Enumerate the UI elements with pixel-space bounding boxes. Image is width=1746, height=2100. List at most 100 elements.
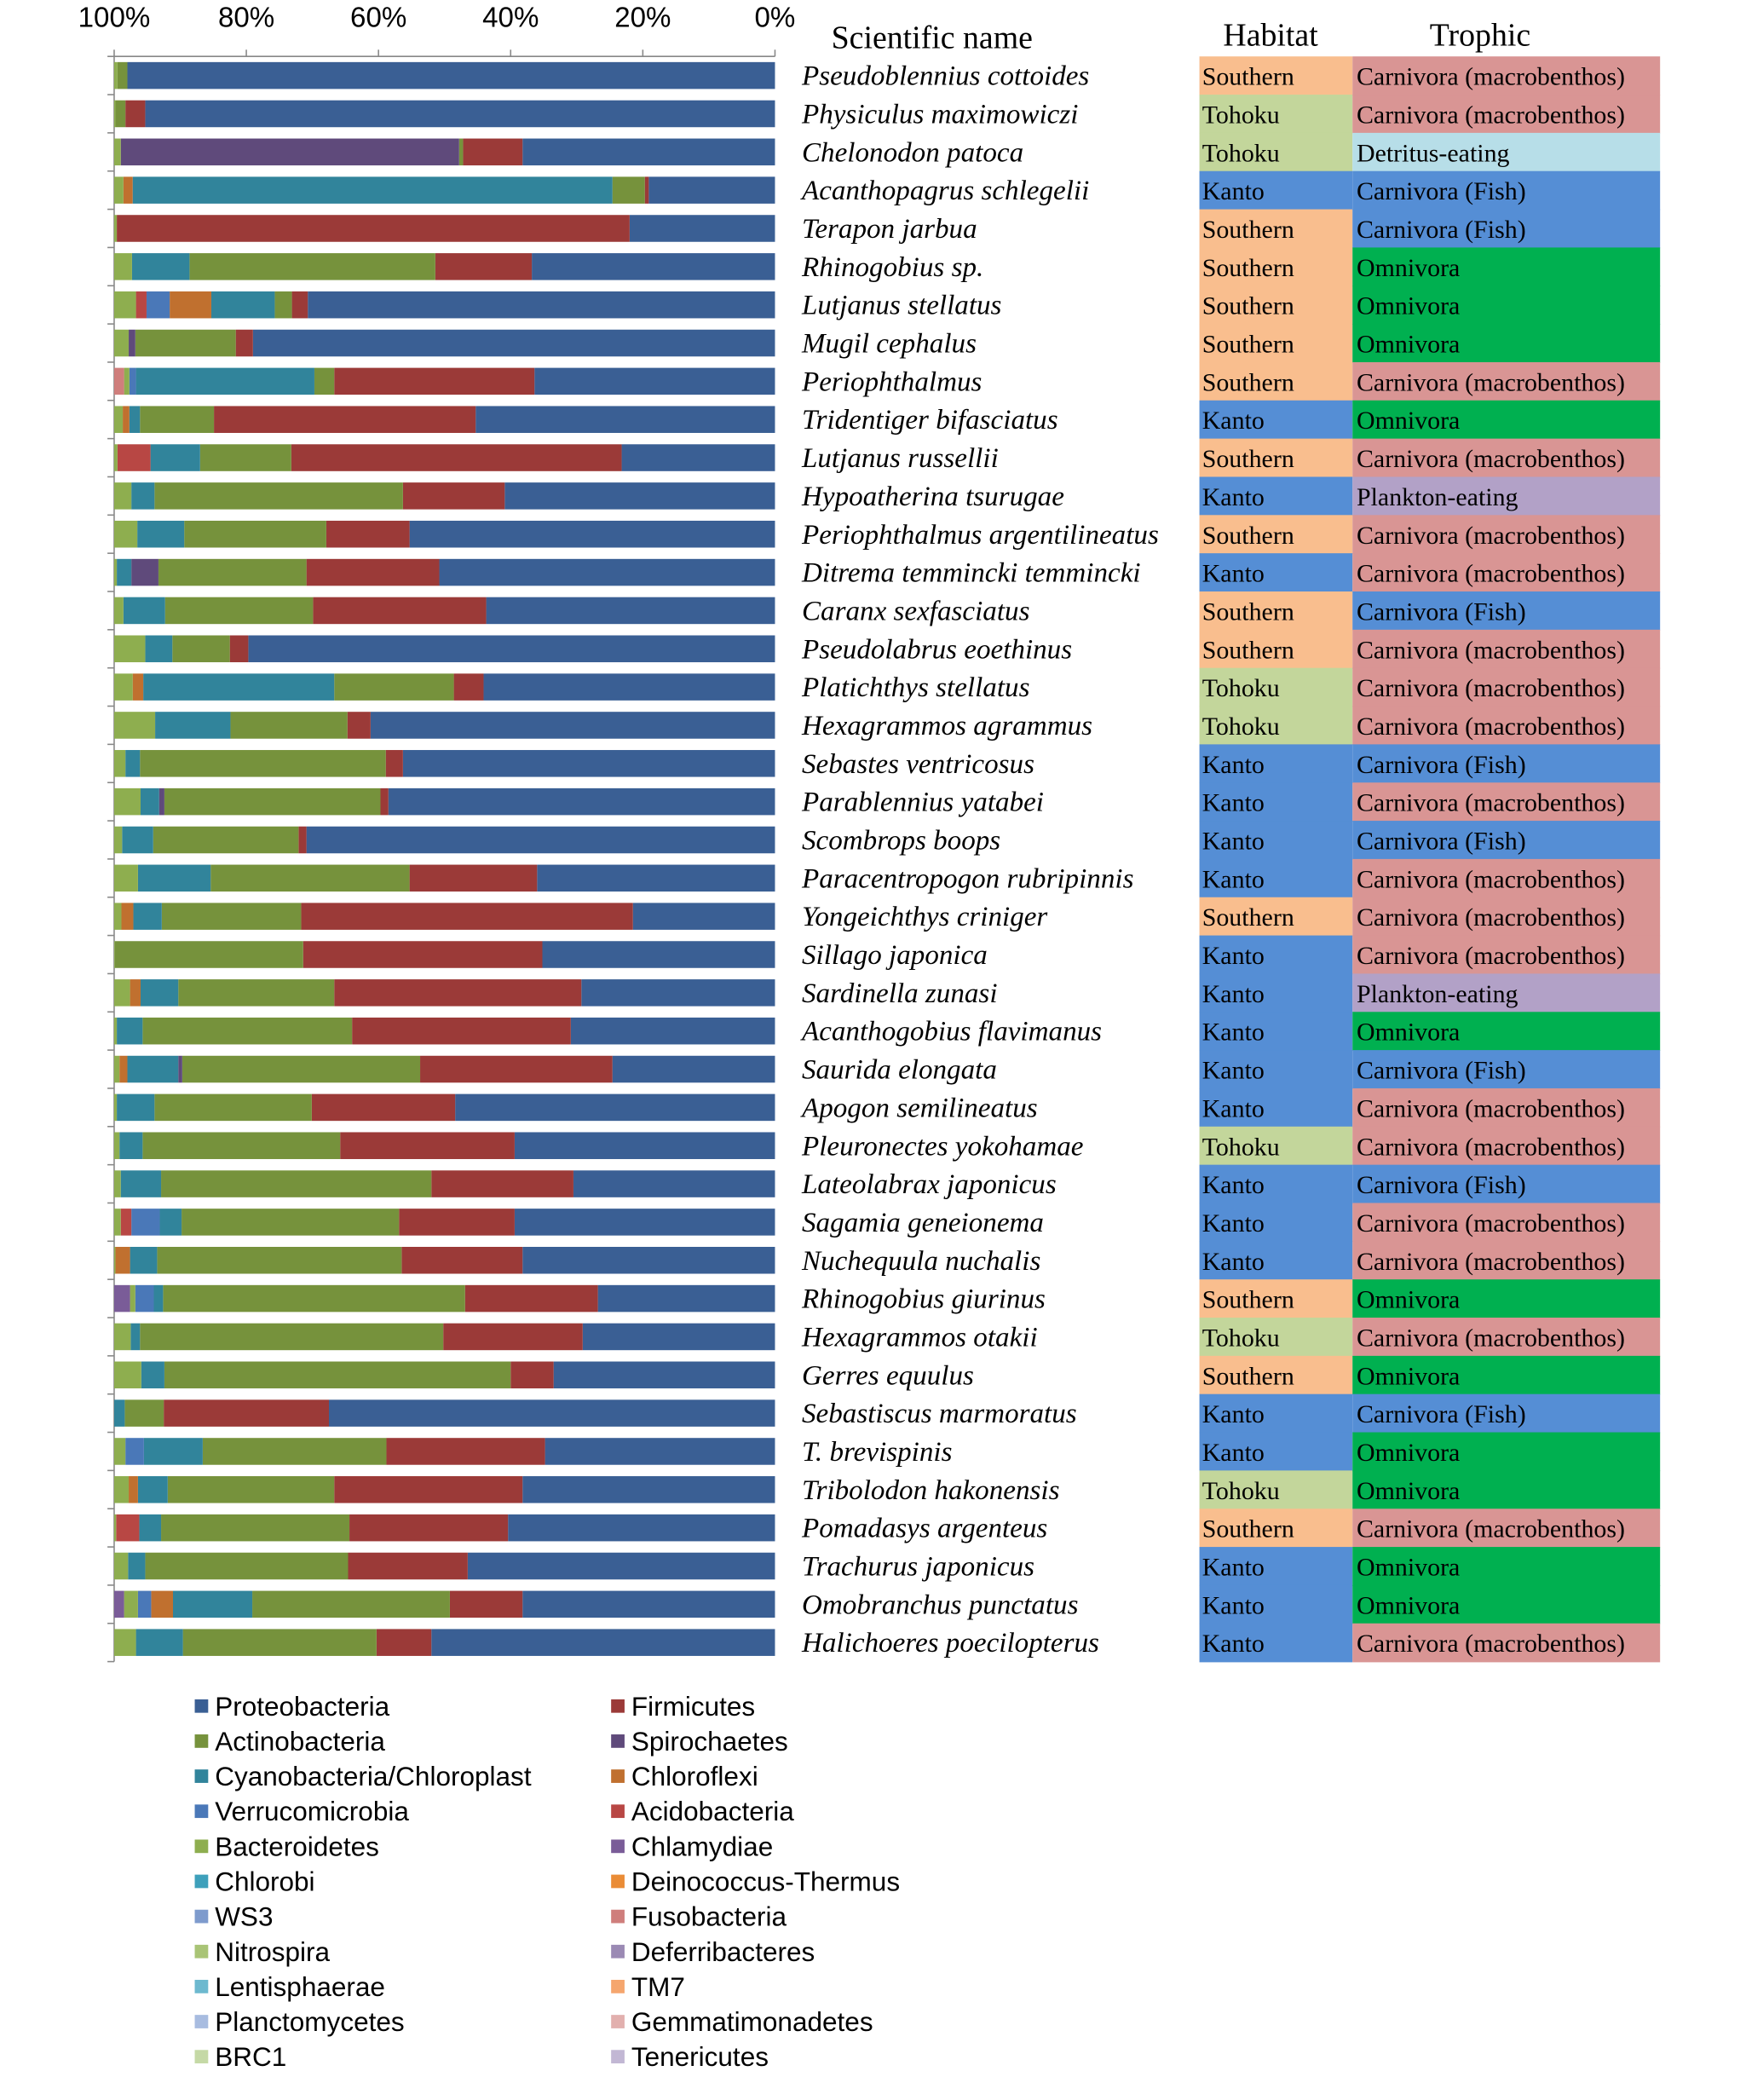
bar-segment-actinobacteria [178,979,335,1007]
bar-segment-actinobacteria [274,291,292,319]
bar-segment-firmicutes [431,1170,573,1197]
legend-label: Firmicutes [631,1691,755,1722]
bar-segment-bacteroidetes [113,1514,117,1542]
bar-segment-proteobacteria [522,1590,775,1618]
habitat-label: Kanto [1202,483,1265,511]
bar-segment-bacteroidetes [113,1361,141,1389]
habitat-cell [1199,438,1353,478]
bar-row [113,1476,775,1503]
trophic-label: Carnivora (macrobenthos) [1357,942,1625,970]
legend-label: Cyanobacteria/Chloroplast [215,1761,532,1791]
trophic-label: Omnivora [1357,1018,1460,1047]
x-tick-label: 60% [350,3,406,34]
bar-segment-actinobacteria [140,1323,444,1351]
bar-segment-firmicutes [443,1323,583,1351]
bar-segment-fusobacteria [113,367,124,395]
trophic-cell [1352,1050,1661,1089]
bar-segment-cyanobacteria-chloroplast [129,406,141,433]
habitat-cell [1199,1584,1353,1624]
bar-segment-firmicutes [298,826,307,854]
bar-segment-cyanobacteria-chloroplast [210,291,275,319]
bar-segment-cyanobacteria-chloroplast [133,903,162,930]
bar-row [113,1132,775,1159]
legend-label: Nitrospira [215,1936,330,1967]
bar-segment-firmicutes [340,1132,515,1159]
bar-segment-cyanobacteria-chloroplast [117,1017,143,1045]
bar-segment-actinobacteria [124,1399,164,1427]
bar-segment-acidobacteria [135,291,147,319]
bar-segment-verrucomicrobia [131,1209,160,1236]
bar-segment-bacteroidetes [113,558,118,586]
species-name: Platichthys stellatus [801,672,1029,703]
bar-segment-bacteroidetes [113,1055,120,1083]
habitat-cell [1199,973,1353,1013]
bar-segment-actinobacteria [154,1093,312,1122]
bar-segment-cyanobacteria-chloroplast [113,1399,125,1427]
bar-segment-firmicutes [301,903,633,930]
legend-item: Bacteroidetes [194,1831,379,1861]
bar-segment-bacteroidetes [113,597,124,625]
species-name: Parablennius yatabei [801,788,1044,818]
trophic-label: Carnivora (Fish) [1357,1057,1526,1085]
bar-segment-actinobacteria [158,558,307,586]
legend-swatch [194,1769,209,1783]
bar-row [113,406,775,433]
trophic-label: Carnivora (macrobenthos) [1357,865,1625,893]
habitat-label: Southern [1202,216,1294,244]
habitat-label: Southern [1202,1362,1294,1390]
trophic-label: Carnivora (macrobenthos) [1357,712,1625,741]
bar-segment-spirochaetes [120,138,459,166]
bar-row [113,1590,775,1618]
trophic-label: Carnivora (macrobenthos) [1357,445,1625,473]
bar-segment-bacteroidetes [113,712,156,739]
species-name: Saurida elongata [802,1055,997,1086]
species-name: Tridentiger bifasciatus [802,405,1058,436]
habitat-cell [1199,782,1353,822]
legend-swatch [611,2015,625,2028]
bar-segment-firmicutes [235,329,253,357]
bar-segment-cyanobacteria-chloroplast [131,253,190,280]
bar-segment-chloroflexi [123,406,130,433]
bar-segment-acidobacteria [116,1514,140,1542]
legend-swatch [611,1734,625,1748]
bar-segment-proteobacteria [402,750,775,777]
bar-row [113,1209,775,1236]
habitat-cell [1199,1509,1353,1548]
bar-segment-cyanobacteria-chloroplast [140,979,179,1007]
trophic-cell [1352,1164,1661,1204]
bar-segment-proteobacteria [483,673,775,701]
bar-segment-proteobacteria [409,520,775,548]
bar-segment-firmicutes [334,367,535,395]
legend-item: Spirochaetes [611,1726,788,1757]
trophic-label: Omnivora [1357,1362,1460,1390]
habitat-cell [1199,1318,1353,1357]
bar-segment-actinobacteria [117,61,128,89]
habitat-cell [1199,247,1353,287]
x-tick-label: 0% [755,3,796,34]
legend-label: Proteobacteria [215,1691,389,1722]
species-name: Rhinogobius giurinus [801,1284,1046,1315]
habitat-cell [1199,821,1353,860]
trophic-cell [1352,1279,1661,1318]
bar-segment-firmicutes [399,1209,515,1236]
legend-item: Chlorobi [194,1866,315,1897]
species-name: Paracentropogon rubripinnis [801,863,1133,894]
bar-row [113,1170,775,1197]
species-name: Nuchequula nuchalis [801,1246,1040,1277]
habitat-cell [1199,324,1353,363]
trophic-cell [1352,515,1661,554]
trophic-cell [1352,591,1661,631]
species-name: Ditrema temmincki temmincki [801,558,1141,589]
bar-segment-proteobacteria [597,1284,775,1312]
habitat-cell [1199,858,1353,898]
bar-row [113,673,775,701]
habitat-label: Southern [1202,445,1294,473]
legend-item: Planctomycetes [194,2006,405,2037]
bar-segment-proteobacteria [648,176,775,204]
legend-swatch [194,1874,209,1889]
bar-segment-bacteroidetes [113,1209,121,1236]
bar-row [113,1017,775,1045]
habitat-cell [1199,1164,1353,1204]
habitat-label: Kanto [1202,1057,1265,1085]
